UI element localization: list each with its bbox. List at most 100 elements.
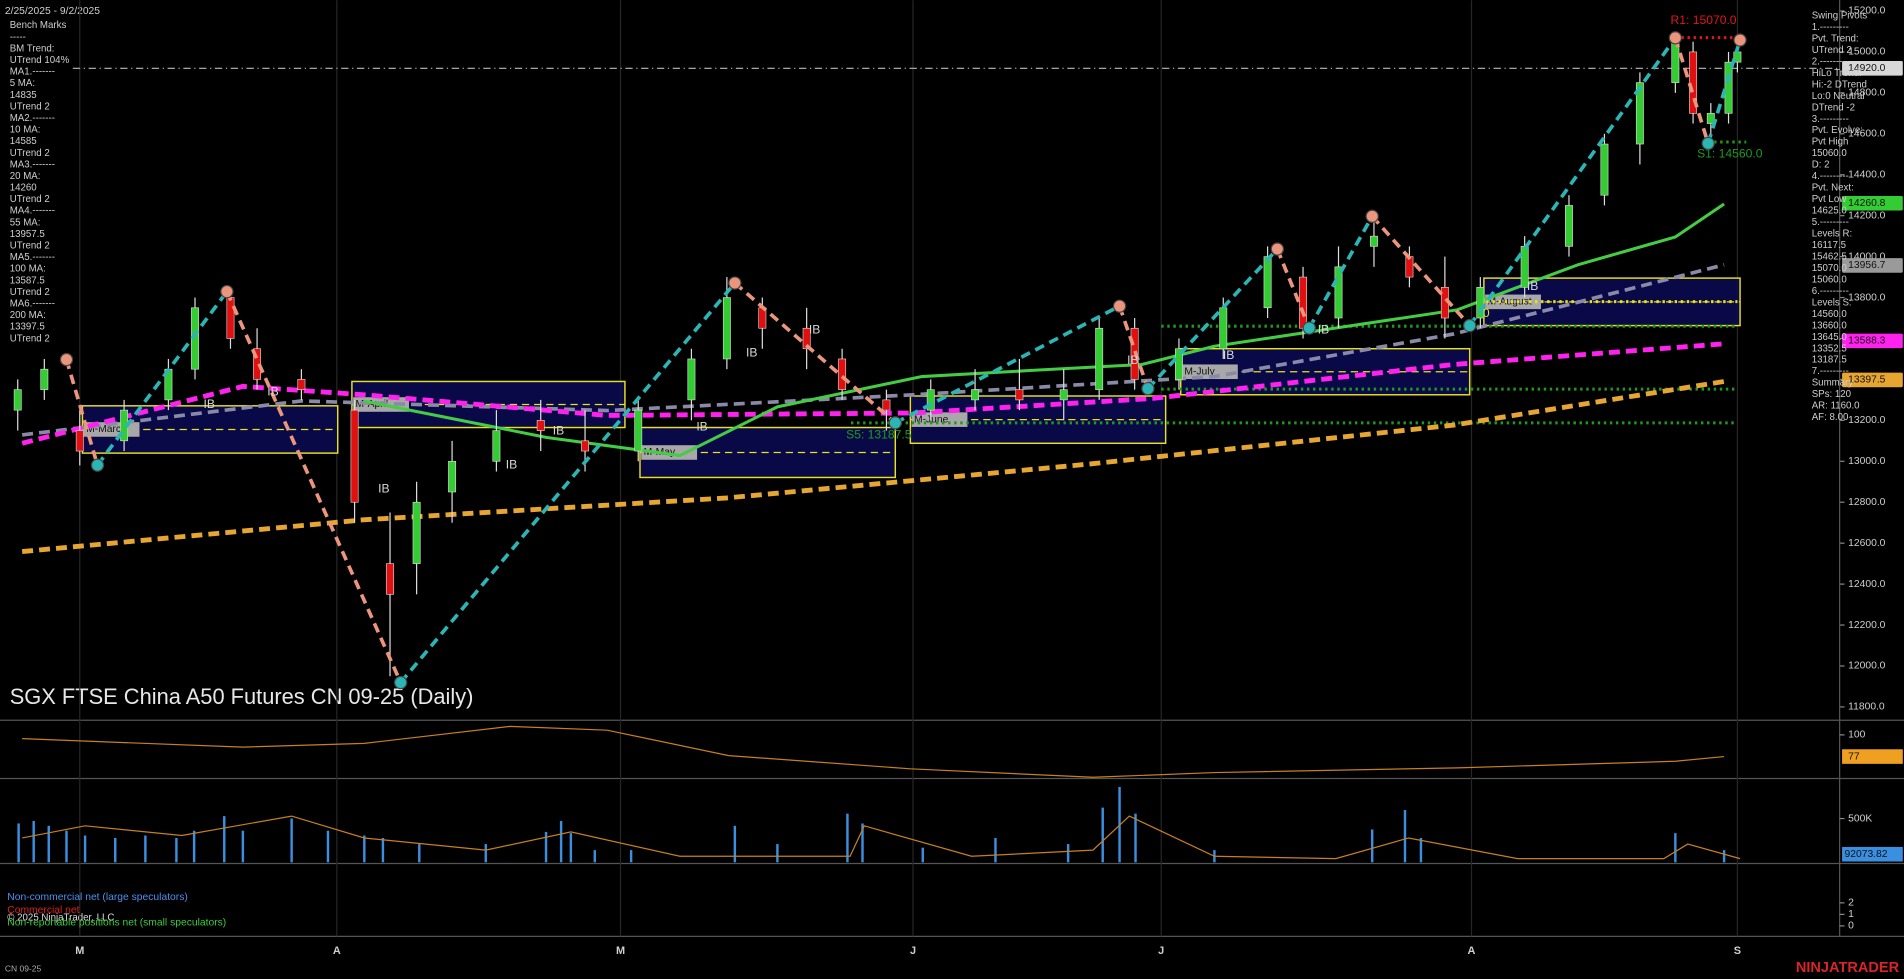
brand: NINJATRADER [1796, 960, 1900, 976]
candle-body [536, 420, 545, 431]
legend-entry: Non-commercial net (large speculators) [7, 892, 188, 903]
month-label: M-July [1184, 366, 1215, 377]
benchmark-note: UTrend 2 [10, 333, 50, 344]
swing-pivot-note: 2.--------- [1812, 56, 1849, 67]
swing-pivot [1733, 33, 1747, 47]
volume-bar [290, 818, 293, 863]
volume-bar [114, 837, 117, 863]
swing-pivot [728, 276, 742, 290]
swing-leg [1370, 215, 1472, 327]
benchmark-note: MA3.------- [10, 159, 55, 170]
swing-leg [894, 304, 1121, 425]
swing-leg [225, 290, 403, 684]
benchmark-note: MA1.------- [10, 67, 55, 78]
candle-body [1565, 205, 1573, 247]
ib-label: IB [203, 397, 214, 411]
x-tick-label: A [333, 945, 341, 957]
volume-bar [223, 816, 226, 863]
volume-bar [1134, 813, 1137, 863]
volume-bar [32, 820, 35, 863]
swing-pivot-note: D: 2 [1812, 160, 1830, 171]
benchmark-note: BM Trend: [10, 43, 55, 54]
volume-bar [733, 825, 737, 863]
swing-pivot-note: Pvt. Next: [1812, 183, 1854, 194]
ib-label: IB [1223, 348, 1234, 362]
swing-pivot [220, 284, 234, 299]
y-tick-label: 13200.0 [1848, 415, 1886, 426]
candle-body [386, 563, 394, 595]
y-tick-label: 15000.0 [1848, 47, 1886, 58]
swing-pivot-note: AF: 8.00 [1812, 412, 1849, 423]
swing-pivot-note: 3.--------- [1812, 114, 1849, 125]
benchmark-note: ----- [10, 32, 26, 43]
x-tick-label: S [1734, 945, 1741, 957]
candle-body [13, 389, 22, 411]
swing-pivot-note: 15462.5 [1812, 251, 1847, 262]
benchmark-note: UTrend 2 [10, 287, 50, 298]
swing-pivot-note: 4.--------- [1812, 171, 1849, 182]
swing-pivot-note: 13352.5 [1812, 343, 1847, 354]
y-tick-label: 14200.0 [1848, 210, 1886, 221]
swing-pivot-note: 13645.0 [1812, 332, 1848, 343]
volume-bar [1066, 844, 1070, 863]
benchmark-note: Bench Marks [10, 20, 67, 31]
benchmark-note: MA2.------- [10, 113, 55, 124]
y-tick-label: 500K [1848, 813, 1872, 824]
value-tag-label: 92073.82 [1845, 849, 1888, 860]
ib-label: IB [378, 482, 389, 496]
swing-pivot-note: 7.--------- [1812, 366, 1849, 377]
swing-leg [1468, 36, 1677, 327]
candle-body [1706, 113, 1715, 124]
swing-pivot-note: AR: 1160.0 [1812, 401, 1860, 412]
candle-body [297, 379, 306, 390]
swing-pivot [90, 458, 105, 472]
volume-bar [484, 844, 487, 863]
x-tick-label: A [1468, 945, 1476, 957]
ib-label: IB [267, 385, 278, 399]
swing-pivot-note: Levels S: [1812, 297, 1852, 308]
y-tick-label: 100 [1848, 730, 1865, 741]
candle-body [1724, 61, 1733, 114]
x-tick-label: J [910, 945, 916, 957]
swing-pivot [1365, 209, 1379, 223]
benchmark-note: 5 MA: [10, 78, 35, 89]
price-tag-label: 13956.7 [1848, 260, 1886, 271]
month-label: M-March [86, 424, 127, 435]
candle-body [971, 389, 980, 401]
volume-bar [994, 837, 997, 863]
volume-bar [1722, 850, 1726, 863]
benchmark-note: 13957.5 [10, 229, 45, 240]
price-tag [1842, 372, 1903, 388]
swing-pivot [888, 416, 902, 430]
ib-label: IB [506, 457, 517, 471]
y-tick-label: 12600.0 [1848, 538, 1886, 549]
volume-bar [65, 830, 68, 863]
y-tick-label: 14000.0 [1848, 251, 1886, 262]
volume-bar [593, 850, 597, 863]
candle-body [1671, 41, 1680, 83]
x-tick-label: J [1158, 945, 1164, 957]
y-tick-label: 14600.0 [1848, 129, 1886, 140]
candle-body [926, 389, 935, 411]
swing-leg [1117, 305, 1150, 390]
price-tag-label: 13588.3 [1848, 336, 1886, 347]
candle-body [1059, 389, 1068, 401]
volume-bar [418, 844, 421, 863]
swing-pivot-note: Pvt. Evolve: [1812, 125, 1863, 136]
level-label: S5: 13187.5 [846, 427, 912, 441]
volume-bar [544, 831, 548, 863]
value-tag [1842, 846, 1903, 862]
candle-body [412, 501, 421, 564]
y-tick-label: 12200.0 [1848, 620, 1886, 631]
swing-pivot-note: HiLo Trend: [1812, 68, 1862, 79]
swing-pivot-note: 13187.5 [1812, 355, 1847, 366]
swing-pivot-note: DTrend -2 [1812, 102, 1855, 113]
swing-pivot-note: 13660.0 [1812, 320, 1848, 331]
volume-bar [381, 837, 385, 863]
volume-bar [326, 830, 330, 863]
candle-body [722, 297, 731, 360]
value-tag [1842, 749, 1903, 764]
benchmark-note: MA4.------- [10, 206, 55, 217]
